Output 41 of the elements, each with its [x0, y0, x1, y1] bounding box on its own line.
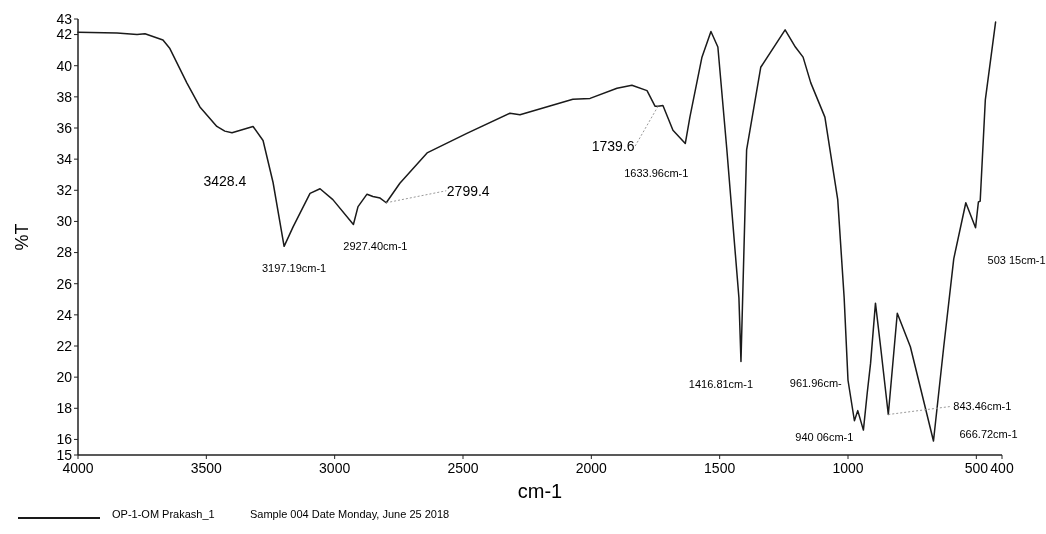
- x-axis-title: cm-1: [517, 480, 563, 502]
- y-axis-title: %T: [12, 223, 32, 251]
- y-tick-label: 16: [56, 431, 73, 448]
- y-tick-label: 40: [56, 57, 73, 74]
- y-tick-label: 43: [56, 10, 73, 27]
- x-tick-label: 4000: [62, 460, 94, 476]
- annotation: 503 15cm-1: [987, 253, 1046, 266]
- annotation: 2799.4: [446, 182, 490, 199]
- annotation: 2927.40cm-1: [343, 240, 408, 253]
- x-tick-label: 1000: [832, 460, 864, 476]
- y-tick-label: 20: [56, 369, 73, 386]
- x-tick-label: 3500: [190, 460, 223, 476]
- x-tick-label: 500: [964, 460, 989, 476]
- y-tick-label: 24: [56, 306, 73, 323]
- annotation: 961.96cm-: [789, 377, 843, 390]
- annotation: 3428.4: [203, 173, 247, 190]
- text: Sample 004 Date Monday, June 25 2018: [250, 507, 450, 520]
- x-tick-label: 400: [990, 460, 1014, 476]
- x-tick-label: 2000: [575, 460, 608, 476]
- annotation: 843.46cm-1: [953, 400, 1012, 413]
- x-tick-label: 2500: [447, 460, 479, 476]
- y-tick-label: 26: [56, 275, 73, 292]
- y-tick-label: 38: [56, 88, 73, 105]
- y-tick-label: 28: [56, 244, 73, 261]
- y-tick-label: 15: [56, 446, 73, 463]
- annotation: 1416.81cm-1: [688, 378, 754, 391]
- annotation: 3197.19cm-1: [261, 262, 327, 275]
- y-tick-label: 22: [56, 337, 73, 354]
- annotation: 666.72cm-1: [959, 427, 1018, 440]
- y-tick-label: 42: [56, 26, 73, 43]
- y-tick-label: 36: [56, 119, 73, 136]
- y-tick-label: 34: [56, 151, 73, 168]
- text: OP-1-OM Prakash_1: [112, 507, 215, 520]
- annotation: 940 06cm-1: [795, 430, 854, 443]
- annotation: 1633.96cm-1: [624, 167, 689, 180]
- y-tick-label: 18: [56, 400, 73, 417]
- annotation: 1739.6: [591, 138, 635, 155]
- y-tick-label: 32: [56, 182, 73, 199]
- x-tick-label: 1500: [704, 460, 736, 476]
- x-tick-label: 3000: [319, 460, 351, 476]
- y-tick-label: 30: [56, 213, 73, 230]
